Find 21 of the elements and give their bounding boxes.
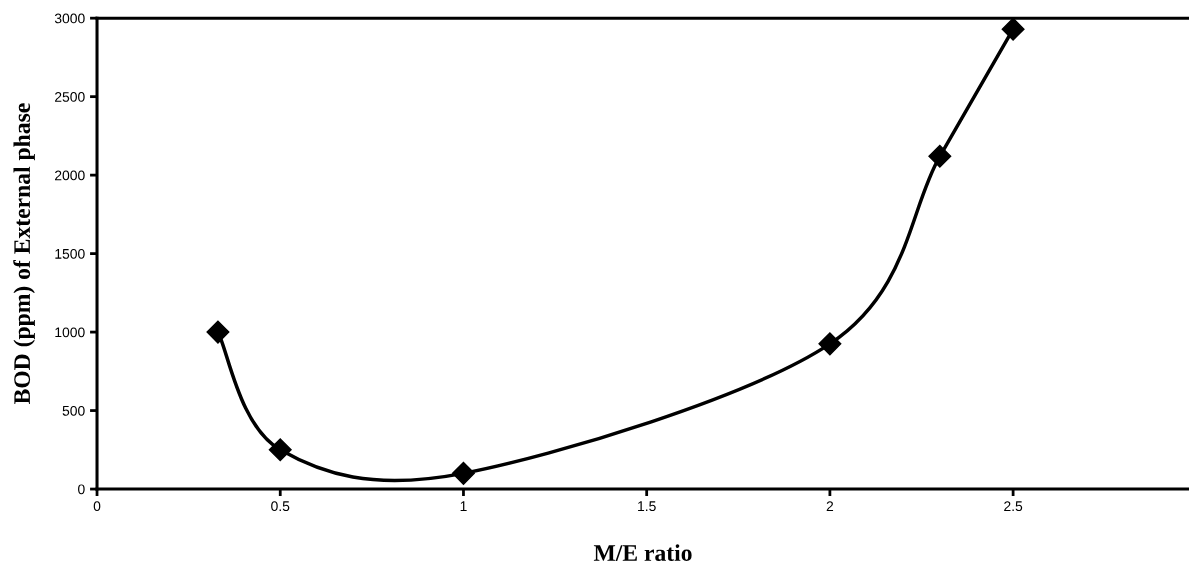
x-tick-label: 2 xyxy=(826,501,834,511)
y-tick-label: 1000 xyxy=(55,327,85,338)
x-tick-label: 2.5 xyxy=(1004,501,1023,512)
point xyxy=(268,438,292,462)
x-tick-label: 1 xyxy=(460,501,467,511)
y-tick-label: 0 xyxy=(78,484,85,495)
x-tick-label: 0.5 xyxy=(271,501,290,512)
y-tick-label: 1500 xyxy=(55,248,85,259)
x-axis-title: M/E ratio xyxy=(593,544,692,561)
point xyxy=(1001,18,1025,41)
y-tick-label: 2500 xyxy=(55,91,85,102)
point xyxy=(206,320,230,344)
y-tick-label: 3000 xyxy=(54,13,85,24)
point xyxy=(928,144,952,168)
point xyxy=(818,332,842,356)
y-axis-title: BOD (ppm) of External phase xyxy=(13,103,35,405)
x-tick-label: 1.5 xyxy=(638,501,656,512)
y-tick-label: 2000 xyxy=(55,170,85,181)
point xyxy=(451,461,475,485)
x-tick-label: 0 xyxy=(93,501,101,512)
y-tick-label: 500 xyxy=(62,405,85,416)
